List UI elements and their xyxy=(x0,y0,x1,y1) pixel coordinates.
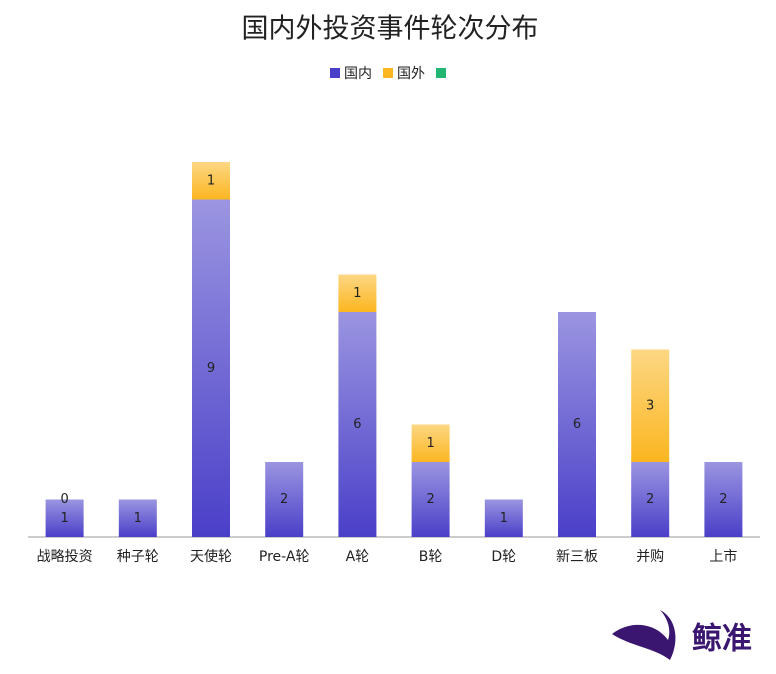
bar-segment xyxy=(411,462,450,537)
bar-segment xyxy=(192,162,230,200)
data-label: 2 xyxy=(646,492,654,507)
data-label: 1 xyxy=(426,436,434,451)
x-tick-label: 并购 xyxy=(636,549,664,565)
bar-segment xyxy=(631,462,670,537)
x-tick-label: 新三板 xyxy=(556,549,598,565)
data-label: 1 xyxy=(134,511,142,526)
data-label: 1 xyxy=(500,511,508,526)
data-label: 2 xyxy=(280,492,288,507)
bar-segment xyxy=(118,499,157,537)
data-label: 6 xyxy=(573,417,581,432)
bar-segment xyxy=(192,199,230,537)
data-label: 6 xyxy=(353,417,361,432)
data-label: 9 xyxy=(207,361,215,376)
bar-segment xyxy=(338,274,377,312)
legend-swatch xyxy=(436,68,446,78)
watermark-logo xyxy=(612,610,676,660)
x-tick-label: A轮 xyxy=(346,549,370,565)
watermark: 鲸准 xyxy=(692,622,752,657)
bar-segment xyxy=(704,462,743,537)
x-tick-label: 战略投资 xyxy=(37,549,93,565)
legend-swatch xyxy=(330,68,340,78)
x-tick-label: Pre-A轮 xyxy=(259,549,310,565)
chart-title: 国内外投资事件轮次分布 xyxy=(242,14,539,45)
bar-segment xyxy=(338,312,377,537)
bar-segment xyxy=(558,312,596,537)
legend-label: 国外 xyxy=(397,66,425,82)
legend-label: 国内 xyxy=(344,66,372,82)
x-tick-label: 上市 xyxy=(709,548,737,565)
bar-segment xyxy=(411,424,450,462)
legend-swatch xyxy=(383,68,393,78)
data-label: 1 xyxy=(60,511,68,526)
x-tick-label: 天使轮 xyxy=(190,548,232,565)
bar-segment xyxy=(484,499,523,537)
x-tick-label: B轮 xyxy=(419,549,443,565)
x-tick-label: D轮 xyxy=(491,549,516,565)
data-label: 1 xyxy=(207,173,215,188)
data-label: 2 xyxy=(719,492,727,507)
bar-segment xyxy=(265,462,304,537)
data-label: 1 xyxy=(353,286,361,301)
bar-segment xyxy=(631,349,670,462)
bar-segment xyxy=(45,499,84,537)
x-tick-label: 种子轮 xyxy=(117,549,159,565)
data-label: 0 xyxy=(60,492,68,507)
data-label: 2 xyxy=(426,492,434,507)
data-label: 3 xyxy=(646,398,654,413)
